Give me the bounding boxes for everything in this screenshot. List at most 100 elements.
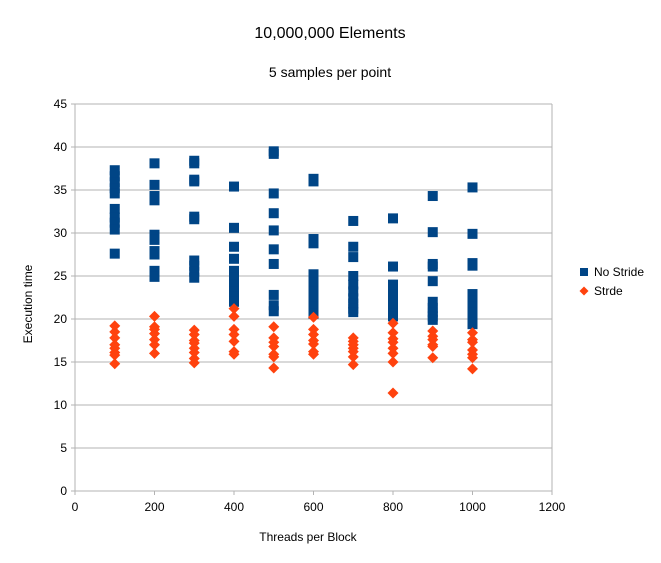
no-stride-point: [467, 307, 478, 318]
no-stride-point: [467, 301, 478, 312]
no-stride-point: [189, 214, 200, 225]
strde-point: [387, 336, 399, 348]
strde-point: [268, 321, 280, 333]
no-stride-point: [388, 300, 398, 311]
legend-entry: No Stride: [580, 265, 644, 279]
x-tick-label: 1000: [459, 500, 486, 514]
no-stride-point: [427, 261, 438, 272]
no-stride-point: [388, 289, 398, 300]
strde-point: [188, 347, 200, 359]
no-stride-point: [268, 300, 279, 311]
x-axis-label: Threads per Block: [259, 530, 357, 544]
no-stride-point: [109, 177, 120, 188]
chart-subtitle: 5 samples per point: [269, 64, 391, 80]
strde-point: [228, 348, 240, 360]
no-stride-point: [189, 255, 200, 266]
no-stride-point: [388, 279, 398, 290]
strde-point: [228, 303, 240, 315]
y-axis-tick-labels: 0 5 10 15 20 25 30 35 40 45: [54, 97, 68, 498]
no-stride-point: [109, 248, 120, 259]
chart-title: 10,000,000 Elements: [254, 25, 405, 42]
no-stride-point: [348, 252, 359, 263]
no-stride-point: [427, 276, 438, 287]
no-stride-point: [229, 279, 239, 290]
strde-point: [387, 347, 399, 359]
strde-point: [427, 341, 439, 353]
y-tick-label: 35: [54, 183, 68, 197]
no-stride-point: [348, 307, 359, 318]
strde-point: [308, 348, 319, 360]
legend-entry: Strde: [579, 284, 623, 298]
x-tick-label: 1200: [539, 500, 566, 514]
strde-point: [228, 328, 240, 340]
no-stride-point: [229, 291, 239, 302]
legend-label: Strde: [594, 284, 623, 298]
x-axis-tick-labels: 0 200 400 600 800 1000 1200: [72, 500, 566, 514]
no-stride-point: [348, 293, 359, 304]
strde-point: [188, 357, 200, 369]
y-tick-label: 40: [54, 140, 68, 154]
y-tick-label: 25: [54, 269, 68, 283]
strde-point: [308, 338, 319, 350]
y-tick-label: 10: [54, 398, 68, 412]
no-stride-point: [348, 271, 359, 281]
no-stride-point: [467, 289, 478, 300]
x-tick-label: 600: [303, 500, 323, 514]
no-stride-point: [109, 212, 120, 223]
y-tick-label: 15: [54, 355, 68, 369]
no-stride-point: [109, 217, 120, 228]
no-stride-point: [348, 298, 359, 309]
strde-point: [467, 363, 478, 375]
no-stride-point: [308, 286, 319, 297]
strde-point: [109, 358, 121, 370]
no-stride-point: [149, 249, 160, 260]
no-stride-point: [109, 171, 120, 182]
no-stride-point: [268, 225, 279, 236]
no-stride-point: [149, 158, 160, 169]
strde-point: [188, 328, 200, 340]
strde-point: [268, 351, 280, 363]
no-stride-point: [149, 265, 160, 276]
legend-square-icon: [580, 268, 588, 276]
strde-point: [427, 352, 439, 364]
strde-point: [149, 328, 160, 340]
strde-point: [387, 317, 399, 329]
strde-point: [149, 310, 160, 322]
x-tick-label: 800: [383, 500, 403, 514]
no-stride-point: [388, 311, 398, 322]
no-stride-point: [308, 176, 319, 187]
strde-point: [467, 336, 478, 348]
no-stride-point: [268, 258, 279, 269]
y-tick-label: 0: [60, 484, 67, 498]
no-stride-point: [109, 203, 120, 214]
no-stride-point: [189, 158, 200, 169]
no-stride-point: [229, 265, 239, 276]
no-stride-point: [467, 295, 478, 306]
strde-point: [149, 347, 160, 359]
strde-point: [347, 351, 359, 363]
strde-point: [347, 359, 359, 371]
no-stride-point: [229, 286, 239, 297]
no-stride-point: [109, 224, 120, 235]
no-stride-point: [427, 191, 438, 202]
no-stride-point: [189, 176, 200, 187]
no-stride-point: [268, 306, 279, 317]
no-stride-point: [348, 241, 359, 252]
y-tick-label: 20: [54, 312, 68, 326]
x-tick-label: 0: [72, 500, 79, 514]
no-stride-point: [467, 314, 478, 324]
no-stride-point: [189, 266, 200, 277]
no-stride-point: [189, 260, 200, 271]
no-stride-point: [229, 296, 239, 307]
strde-point: [268, 362, 280, 374]
no-stride-point: [427, 227, 438, 238]
strde-point: [109, 332, 121, 344]
no-stride-point: [229, 222, 239, 233]
legend-diamond-icon: [579, 286, 589, 296]
strde-point: [387, 327, 399, 339]
no-stride-point: [229, 241, 239, 252]
no-stride-point: [149, 271, 160, 282]
no-stride-point: [308, 277, 319, 288]
no-stride-point: [427, 296, 438, 307]
